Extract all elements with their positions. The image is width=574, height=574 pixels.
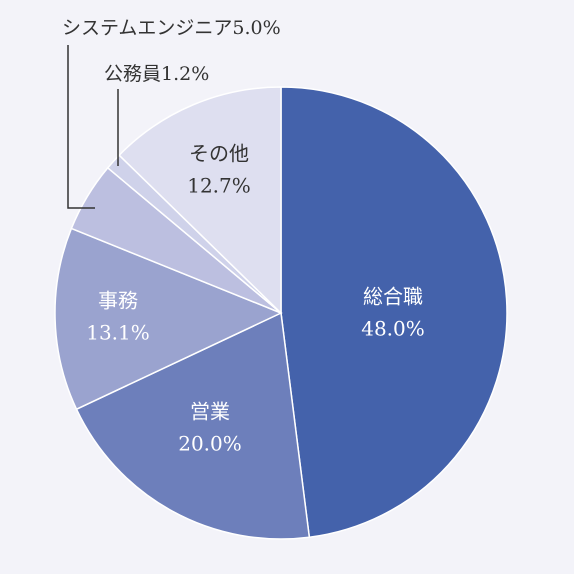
slice-value-label: 13.1% [86, 321, 150, 345]
pie-slice [75, 311, 311, 540]
callout-leader-line [67, 45, 95, 209]
slice-labels: 総合職 48.0% 営業 20.0% 事務 13.1% システムエンジニア5.0% 公務員1.… [62, 17, 425, 456]
slice-category-label: その他 [189, 142, 249, 166]
pie-slice [54, 227, 283, 411]
slice-value-label: 48.0% [361, 317, 425, 341]
pie-slices [54, 86, 508, 540]
pie-slice [280, 86, 508, 539]
slice-category-label: 事務 [98, 289, 138, 313]
slice-value-label: 12.7% [187, 174, 251, 198]
pie-slice [118, 86, 282, 315]
slice-category-label: 総合職 [363, 285, 423, 309]
callout-leader-lines [67, 45, 119, 209]
callout-label: 公務員1.2% [104, 63, 209, 85]
callout-label: システムエンジニア5.0% [62, 17, 281, 39]
slice-value-label: 20.0% [178, 432, 242, 456]
slice-category-label: 営業 [190, 400, 230, 424]
